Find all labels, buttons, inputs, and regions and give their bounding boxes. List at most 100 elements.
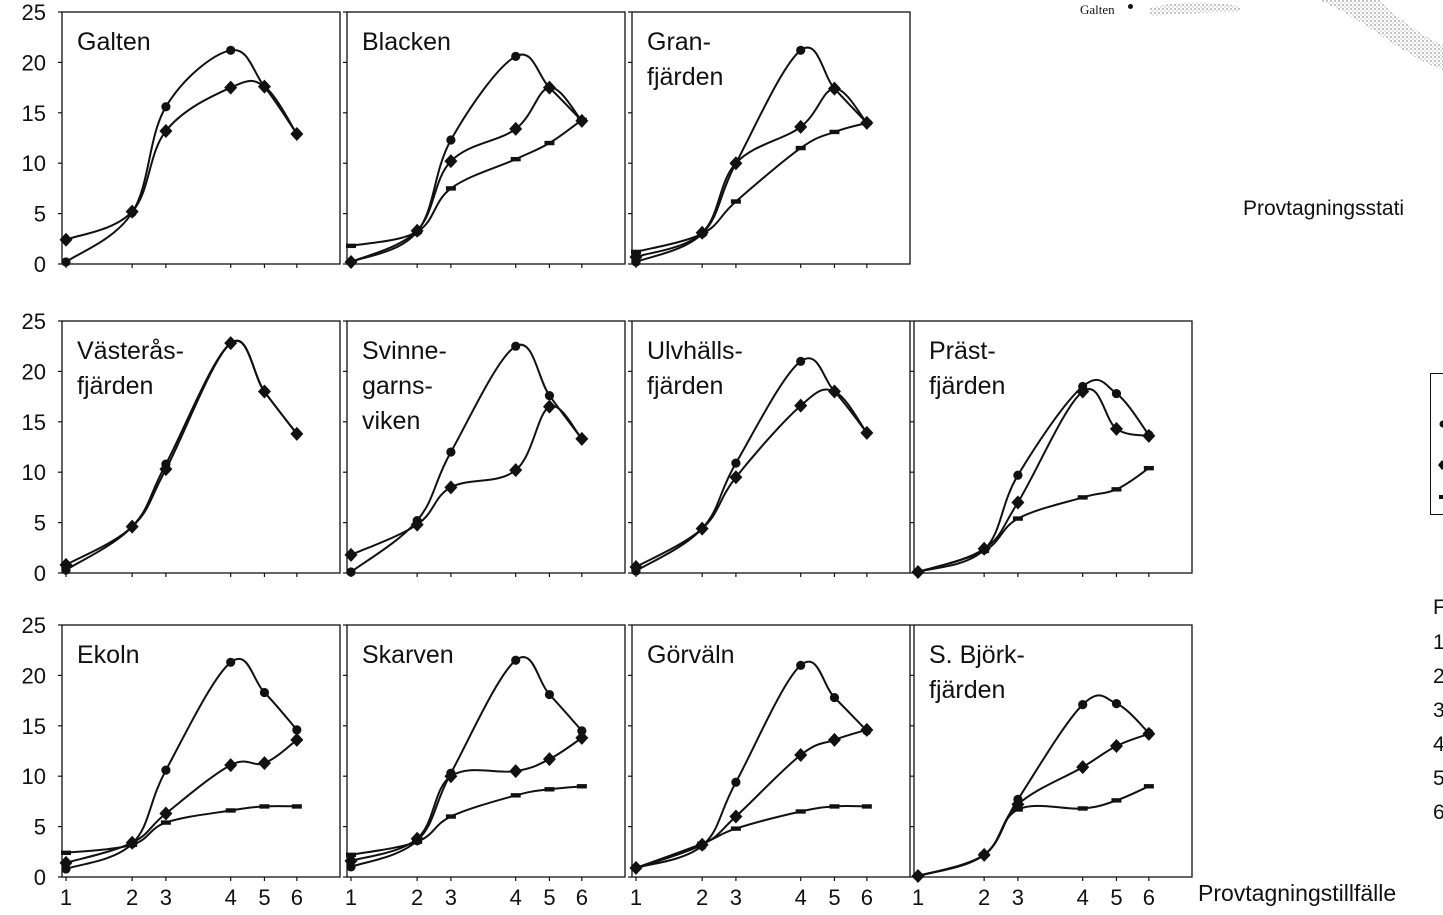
data-point-dash xyxy=(1077,806,1088,811)
data-point-diamond xyxy=(729,809,743,824)
data-point-dash xyxy=(291,804,302,809)
panel-title: Präst- xyxy=(929,337,996,365)
data-point-circle xyxy=(346,567,356,577)
panel: 0 5 10 15 20 25 Västerås-fjärden xyxy=(22,309,341,586)
series-line-dash xyxy=(917,467,1150,573)
data-point-circle xyxy=(446,135,456,145)
data-point-diamond xyxy=(729,156,743,171)
data-point-dash xyxy=(1077,495,1088,500)
x-tick-label: 5 xyxy=(1110,885,1122,910)
data-point-diamond xyxy=(794,398,808,413)
data-point-diamond xyxy=(575,730,589,745)
panel-title: Skarven xyxy=(362,641,454,669)
x-tick-label: 2 xyxy=(411,885,423,910)
data-point-circle xyxy=(544,689,555,700)
data-point-circle xyxy=(161,102,171,112)
x-tick-label: 4 xyxy=(510,885,522,910)
panel: Ulvhälls-fjärden xyxy=(628,320,911,577)
data-point-diamond xyxy=(729,470,743,485)
data-point-dash xyxy=(1012,807,1023,812)
data-point-dash xyxy=(259,804,270,809)
x-tick-label: 4 xyxy=(1077,885,1089,910)
x-tick-label: 6 xyxy=(576,885,588,910)
data-point-dash xyxy=(795,145,806,151)
x-tick-label: 6 xyxy=(861,885,873,910)
panel-title: Västerås- xyxy=(77,337,184,365)
data-point-dash xyxy=(979,852,990,858)
data-point-dash xyxy=(160,820,171,825)
data-point-diamond xyxy=(695,521,709,536)
data-point-diamond xyxy=(159,462,173,477)
data-point-dash xyxy=(127,842,138,847)
data-point-circle xyxy=(511,655,521,665)
panel-title: fjärden xyxy=(647,63,723,91)
x-tick-label: 2 xyxy=(978,885,990,910)
data-point-diamond xyxy=(1109,738,1123,753)
series-line-dash xyxy=(635,121,868,253)
data-point-diamond xyxy=(257,756,271,771)
x-tick-label: 3 xyxy=(730,885,742,910)
data-point-diamond xyxy=(257,79,271,94)
panel: Gran-fjärden xyxy=(628,11,911,268)
data-point-diamond xyxy=(1011,495,1025,510)
panel-frame xyxy=(61,624,341,878)
data-point-dash xyxy=(1143,784,1154,789)
series-line-diamond xyxy=(917,732,1150,877)
panel-frame xyxy=(346,11,626,265)
data-point-dash xyxy=(913,873,923,879)
data-point-circle xyxy=(1013,470,1023,480)
series-line-dash xyxy=(65,805,297,854)
data-point-circle xyxy=(1111,388,1122,399)
series-line-dash xyxy=(350,785,582,856)
series-line-dash xyxy=(635,805,867,869)
data-point-dash xyxy=(730,199,741,204)
data-point-circle xyxy=(259,687,270,698)
data-point-diamond xyxy=(542,80,556,95)
series-line-diamond xyxy=(635,87,868,258)
data-point-diamond xyxy=(59,855,73,870)
footnote-item: 6 xyxy=(1433,801,1443,824)
data-point-dash xyxy=(697,231,708,236)
data-point-dash xyxy=(544,787,555,792)
data-point-circle xyxy=(796,356,806,366)
data-point-diamond xyxy=(542,752,556,767)
y-tick-label: 25 xyxy=(22,309,46,334)
y-tick-label: 15 xyxy=(22,410,46,435)
y-tick-label: 5 xyxy=(34,202,46,227)
panel-frame xyxy=(346,624,626,878)
data-point-dash xyxy=(631,865,641,871)
panel-frame xyxy=(631,624,911,878)
data-point-diamond xyxy=(794,748,808,763)
panel-frame xyxy=(61,11,341,265)
x-tick-label: 1 xyxy=(912,885,924,910)
x-tick-label: 4 xyxy=(795,885,807,910)
y-tick-label: 0 xyxy=(34,252,46,277)
data-point-diamond xyxy=(629,559,643,574)
series-line-diamond xyxy=(917,388,1150,573)
series-line-dash xyxy=(350,119,583,247)
y-tick-label: 10 xyxy=(22,460,46,485)
data-point-dash xyxy=(829,804,840,809)
y-tick-label: 25 xyxy=(22,613,46,638)
data-point-diamond xyxy=(344,547,358,562)
panel-frame xyxy=(913,320,1193,574)
data-point-dash xyxy=(412,839,423,844)
panel-frame xyxy=(913,624,1193,878)
data-point-diamond xyxy=(290,426,304,441)
panel: Blacken xyxy=(343,11,626,269)
data-point-circle xyxy=(511,51,521,61)
y-tick-label: 0 xyxy=(34,561,46,586)
data-point-circle xyxy=(61,257,71,267)
panel-title: S. Björk- xyxy=(929,641,1025,669)
legend-circle-marker xyxy=(1439,420,1443,428)
panel-title: fjärden xyxy=(647,372,723,400)
data-point-dash xyxy=(1012,516,1023,521)
panel: 1 2 3 4 5 6 Skarven xyxy=(343,624,626,910)
panel-frame xyxy=(631,320,911,574)
panel-title: fjärden xyxy=(929,372,1005,400)
x-tick-label: 6 xyxy=(1143,885,1155,910)
data-point-circle xyxy=(446,447,456,457)
data-point-diamond xyxy=(125,519,139,534)
x-axis-title: Provtagningstillfälle xyxy=(1198,880,1397,906)
